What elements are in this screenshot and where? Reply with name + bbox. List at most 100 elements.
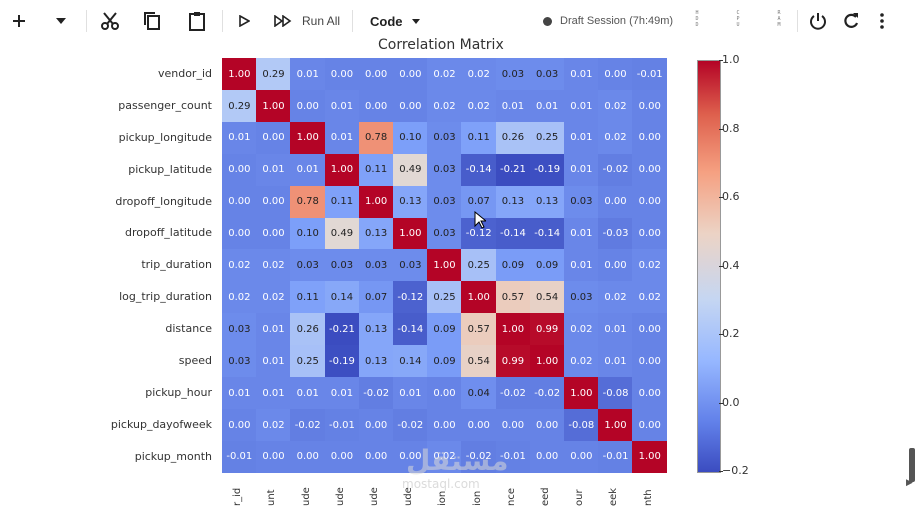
add-cell-icon[interactable] xyxy=(8,8,30,34)
chevron-down-icon[interactable] xyxy=(52,8,70,34)
heatmap-cell: 0.13 xyxy=(358,345,394,378)
heatmap-cell: 0.09 xyxy=(529,249,565,282)
heatmap-cell: 0.04 xyxy=(461,377,497,410)
heatmap-cell: 0.03 xyxy=(324,249,360,282)
heatmap-cell: 0.13 xyxy=(358,217,394,250)
heatmap-cell: 0.10 xyxy=(393,121,428,155)
run-all-icon[interactable] xyxy=(272,8,294,34)
heatmap-cell: 0.10 xyxy=(290,217,326,250)
hdd-meter[interactable]: H D D xyxy=(692,10,702,32)
column-label: unt xyxy=(266,489,278,506)
chart-title: Correlation Matrix xyxy=(378,37,504,53)
heatmap-cell: 0.01 xyxy=(324,121,360,155)
more-options-icon[interactable] xyxy=(874,8,890,34)
heatmap-cell: 0.13 xyxy=(358,313,394,346)
heatmap-cell: 0.25 xyxy=(290,345,326,378)
heatmap-cell: 1.00 xyxy=(427,249,462,282)
heatmap-cell: 0.00 xyxy=(632,217,668,250)
cut-icon[interactable] xyxy=(98,8,122,34)
copy-icon[interactable] xyxy=(141,8,163,34)
row-label: log_trip_duration xyxy=(119,290,212,304)
heatmap-cell: 0.02 xyxy=(598,89,633,123)
run-cell-icon[interactable] xyxy=(236,8,252,34)
heatmap-cell: -0.02 xyxy=(495,377,531,410)
meter-letter: C xyxy=(736,10,740,16)
heatmap-cell: 0.00 xyxy=(222,153,257,187)
watermark-logo: مستقل xyxy=(406,444,509,477)
ram-meter[interactable]: R A M xyxy=(774,10,784,32)
heatmap-cell: 0.02 xyxy=(632,281,668,314)
heatmap-cell: 0.01 xyxy=(564,121,599,155)
heatmap-cell: 0.54 xyxy=(461,345,497,378)
colorbar xyxy=(697,60,721,473)
heatmap-cell: 0.13 xyxy=(495,185,531,218)
heatmap-cell: 0.00 xyxy=(222,217,257,250)
heatmap-cell: 0.57 xyxy=(495,281,531,314)
column-label: ion xyxy=(437,490,449,506)
heatmap-cell: 0.00 xyxy=(358,89,394,123)
toolbar-divider xyxy=(352,10,353,32)
heatmap-cell: 0.01 xyxy=(256,153,291,187)
heatmap-cell: 0.00 xyxy=(632,377,668,410)
paste-icon[interactable] xyxy=(186,8,208,34)
power-icon[interactable] xyxy=(806,8,830,34)
heatmap-cell: 1.00 xyxy=(358,185,394,218)
heatmap-cell: 0.02 xyxy=(461,89,497,123)
heatmap-cell: 0.26 xyxy=(290,313,326,346)
heatmap-cell: 0.02 xyxy=(222,249,257,282)
heatmap-cell: 0.00 xyxy=(529,408,565,442)
cell-type-select[interactable]: Code xyxy=(370,8,420,34)
heatmap-cell: 0.00 xyxy=(256,217,291,250)
heatmap-cell: 0.26 xyxy=(495,121,531,155)
heatmap-cell: -0.02 xyxy=(358,377,394,410)
heatmap-cell: 0.00 xyxy=(324,440,360,474)
heatmap-cell: 1.00 xyxy=(598,408,633,442)
heatmap-cell: 0.03 xyxy=(358,249,394,282)
cell-type-label: Code xyxy=(370,13,403,29)
heatmap-cell: 1.00 xyxy=(256,89,291,123)
toolbar-divider xyxy=(797,10,798,32)
heatmap-cell: 0.11 xyxy=(358,153,394,187)
heatmap-cell: 1.00 xyxy=(222,58,257,91)
cpu-meter[interactable]: C P U xyxy=(733,10,743,32)
mouse-cursor-icon xyxy=(474,210,488,233)
heatmap-cell: 1.00 xyxy=(529,345,565,378)
heatmap-cell: -0.01 xyxy=(324,408,360,442)
run-all-button[interactable]: Run All xyxy=(302,14,341,28)
heatmap-cell: 0.00 xyxy=(256,185,291,218)
scrollbar-thumb[interactable] xyxy=(909,448,915,482)
heatmap-cell: -0.02 xyxy=(598,153,633,187)
chevron-down-icon xyxy=(411,18,420,24)
heatmap-cell: 0.00 xyxy=(632,185,668,218)
column-label: ude xyxy=(300,487,312,506)
heatmap-cell: 0.03 xyxy=(427,217,462,250)
heatmap-cell: 0.00 xyxy=(290,89,326,123)
heatmap-cell: 0.78 xyxy=(358,121,394,155)
column-label: our xyxy=(574,489,586,506)
heatmap-cell: 0.99 xyxy=(529,313,565,346)
meter-letter: D xyxy=(695,16,699,22)
heatmap-cell: 1.00 xyxy=(393,217,428,250)
heatmap-cell: 0.01 xyxy=(324,89,360,123)
heatmap-cell: -0.14 xyxy=(495,217,531,250)
heatmap-cell: 0.02 xyxy=(256,281,291,314)
colorbar-tick-label: 0.2 xyxy=(722,327,740,340)
heatmap-cell: -0.01 xyxy=(222,440,257,474)
heatmap-cell: 0.02 xyxy=(461,58,497,91)
heatmap-cell: 1.00 xyxy=(564,377,599,410)
session-status[interactable]: Draft Session (7h:49m) xyxy=(543,8,673,34)
colorbar-tick-label: 0.8 xyxy=(722,121,740,135)
scroll-arrow-icon[interactable]: ▶ xyxy=(906,478,913,488)
column-label: eed xyxy=(539,487,551,506)
heatmap-cell: 0.02 xyxy=(427,440,462,474)
heatmap-cell: 0.00 xyxy=(393,58,428,91)
column-label: ude xyxy=(368,487,380,506)
heatmap-cell: 0.00 xyxy=(427,377,462,410)
heatmap-cell: 0.00 xyxy=(324,58,360,91)
heatmap-cell: 0.14 xyxy=(324,281,360,314)
heatmap-cell: 0.00 xyxy=(495,408,531,442)
colorbar-tick-label: 0.4 xyxy=(722,258,740,272)
restart-icon[interactable] xyxy=(839,8,863,34)
heatmap-cell: 0.03 xyxy=(427,153,462,187)
row-label: trip_duration xyxy=(141,258,212,272)
